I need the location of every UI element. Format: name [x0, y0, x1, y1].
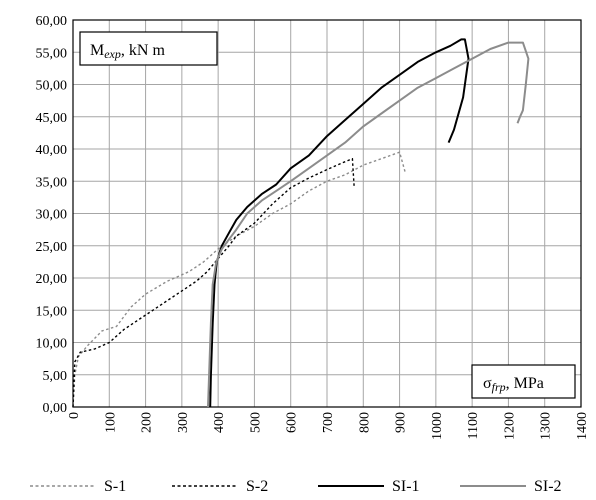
- x-axis-label-base: σ: [483, 375, 492, 392]
- x-axis-label-frame: [471, 364, 576, 399]
- y-tick-label: 0,00: [43, 401, 68, 416]
- y-tick-label: 10,00: [36, 337, 68, 352]
- y-tick-label: 25,00: [36, 240, 68, 255]
- legend-label: SI-2: [534, 478, 562, 495]
- y-tick-label: 5,00: [43, 369, 68, 384]
- x-tick-label: 1200: [502, 412, 517, 440]
- y-axis-label: Mexp, kN m: [90, 42, 165, 61]
- y-axis-label-rest: , kN m: [121, 42, 166, 59]
- legend: S-1 S-2 SI-1 SI-2: [30, 478, 562, 495]
- legend-label: SI-1: [392, 478, 420, 495]
- x-tick-label: 400: [212, 412, 227, 433]
- y-tick-label: 45,00: [36, 111, 68, 126]
- x-tick-label: 100: [103, 412, 118, 433]
- series-line-si-1: [209, 38, 470, 408]
- x-axis-label-sub: frp: [492, 380, 506, 394]
- x-axis-label: σfrp, MPa: [483, 375, 544, 394]
- x-axis-label-rest: , MPa: [506, 375, 544, 392]
- y-axis-label-box: Mexp, kN m: [79, 31, 218, 66]
- y-axis-label-base: M: [90, 42, 104, 59]
- y-tick-label: 50,00: [36, 79, 68, 94]
- gridlines: [73, 20, 581, 407]
- series-line-s-2: [72, 158, 355, 408]
- x-tick-label: 1400: [575, 412, 590, 440]
- y-tick-label: 55,00: [36, 46, 68, 61]
- x-tick-label: 800: [357, 412, 372, 433]
- x-tick-labels: 0 100 200 300 400 500 600 700 800 900 1000 1100 1200…: [67, 412, 590, 440]
- x-tick-label: 300: [176, 412, 191, 433]
- y-tick-label: 60,00: [36, 14, 68, 29]
- x-tick-label: 1100: [466, 412, 481, 439]
- x-tick-label: 1300: [539, 412, 554, 440]
- y-tick-label: 35,00: [36, 175, 68, 190]
- plot-area-frame: [72, 19, 582, 408]
- x-tick-label: 600: [285, 412, 300, 433]
- y-tick-label: 30,00: [36, 208, 68, 223]
- x-tick-label: 500: [248, 412, 263, 433]
- series-line-s-1: [72, 151, 406, 408]
- x-tick-label: 900: [394, 412, 409, 433]
- x-tick-label: 1000: [430, 412, 445, 440]
- series-group: [72, 38, 530, 408]
- y-tick-label: 20,00: [36, 272, 68, 287]
- y-tick-label: 40,00: [36, 143, 68, 158]
- series-line-si-2: [207, 41, 530, 408]
- x-tick-label: 200: [140, 412, 155, 433]
- y-axis-label-frame: [79, 31, 218, 66]
- y-tick-labels: 0,00 5,00 10,00 15,00 20,00 25,00 30,00 35,00 40…: [36, 14, 68, 416]
- x-axis-label-box: σfrp, MPa: [471, 364, 576, 399]
- y-tick-label: 15,00: [36, 304, 68, 319]
- legend-label: S-2: [246, 478, 268, 495]
- x-tick-label: 0: [67, 412, 82, 419]
- x-tick-label: 700: [321, 412, 336, 433]
- y-axis-label-sub: exp: [104, 47, 121, 61]
- legend-label: S-1: [104, 478, 126, 495]
